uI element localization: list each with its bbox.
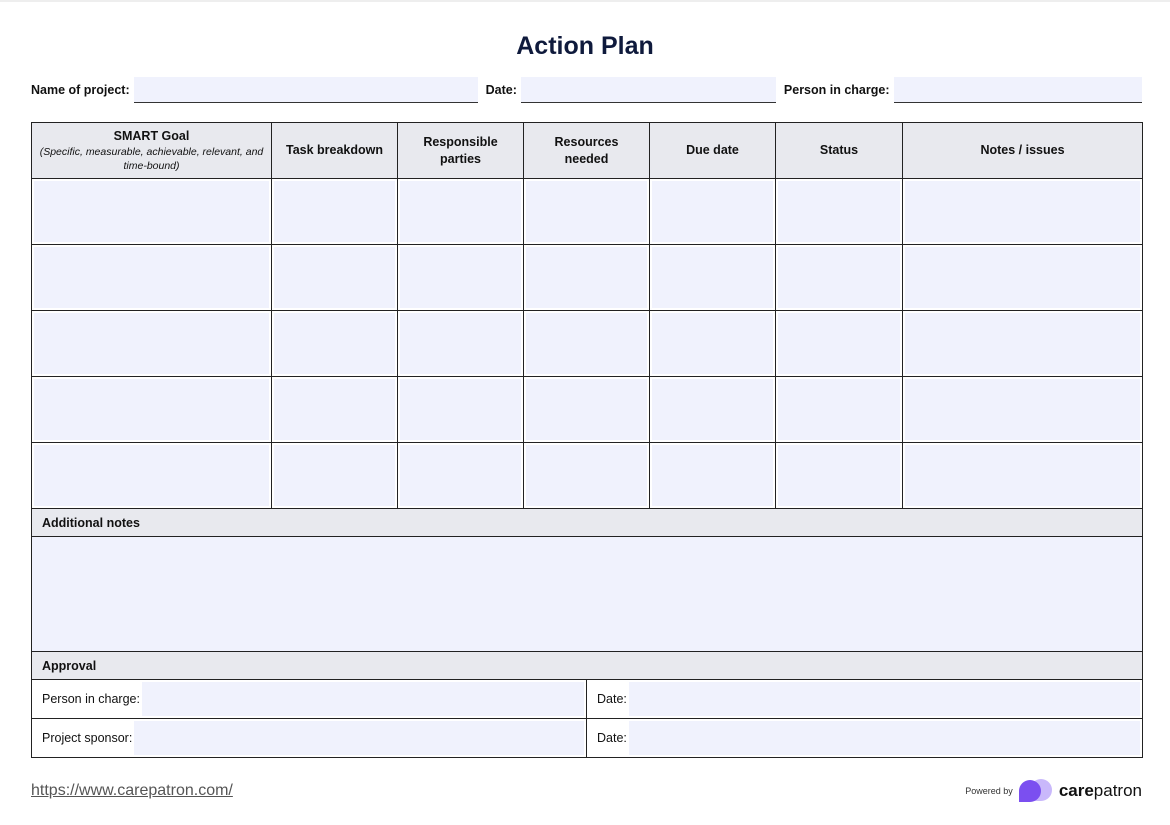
- top-divider: [0, 0, 1170, 2]
- table-cell[interactable]: [523, 376, 650, 443]
- carepatron-link[interactable]: https://www.carepatron.com/: [31, 782, 233, 799]
- table-cell[interactable]: [523, 244, 650, 311]
- brand-name: carepatron: [1058, 781, 1142, 800]
- table-cell[interactable]: [397, 244, 524, 311]
- column-header-label: Due date: [686, 143, 739, 157]
- table-row: [31, 442, 1143, 509]
- person-in-charge-label: Person in charge:: [783, 83, 890, 97]
- approval-person-field[interactable]: [141, 682, 584, 716]
- table-cell[interactable]: [649, 442, 776, 509]
- sponsor-date-field[interactable]: [628, 721, 1140, 755]
- table-cell[interactable]: [775, 310, 903, 377]
- column-header: Responsible parties: [397, 122, 524, 179]
- column-header: Due date: [649, 122, 776, 179]
- table-cell[interactable]: [775, 442, 903, 509]
- table-cell[interactable]: [31, 376, 272, 443]
- table-cell[interactable]: [775, 178, 903, 245]
- table-cell[interactable]: [775, 376, 903, 443]
- column-header-label: Status: [819, 143, 859, 157]
- powered-by-carepatron: Powered by carepatron: [965, 779, 1142, 803]
- table-cell[interactable]: [902, 442, 1143, 509]
- date-field[interactable]: [520, 77, 776, 103]
- table-cell[interactable]: [649, 376, 776, 443]
- action-plan-table: SMART Goal (Specific, measurable, achieva…: [31, 122, 1143, 653]
- table-cell[interactable]: [523, 310, 650, 377]
- project-name-field[interactable]: [133, 77, 478, 103]
- table-cell[interactable]: [902, 178, 1143, 245]
- sponsor-date-label: Date:: [597, 731, 627, 745]
- approval-person-date-label: Date:: [597, 692, 627, 706]
- table-row: [31, 310, 1143, 377]
- approval-header: Approval: [31, 651, 1143, 680]
- date-label: Date:: [485, 83, 517, 97]
- carepatron-logo-icon: [1018, 779, 1053, 803]
- table-cell[interactable]: [523, 178, 650, 245]
- smart-goal-subtitle: (Specific, measurable, achievable, relev…: [39, 146, 264, 172]
- project-sponsor-label: Project sponsor:: [42, 731, 133, 745]
- table-cell[interactable]: [902, 376, 1143, 443]
- table-cell[interactable]: [649, 178, 776, 245]
- table-cell[interactable]: [271, 376, 398, 443]
- table-cell[interactable]: [271, 244, 398, 311]
- table-cell[interactable]: [271, 310, 398, 377]
- column-header-label: Resources needed: [554, 134, 619, 166]
- table-cell[interactable]: [271, 442, 398, 509]
- table-row: [31, 244, 1143, 311]
- table-cell[interactable]: [397, 310, 524, 377]
- table-cell[interactable]: [523, 442, 650, 509]
- powered-by-text: Powered by: [965, 786, 1013, 796]
- table-cell[interactable]: [902, 244, 1143, 311]
- project-meta: Name of project: Date: Person in charge:: [31, 77, 1142, 103]
- column-header: SMART Goal (Specific, measurable, achieva…: [31, 122, 272, 179]
- additional-notes-field[interactable]: [31, 536, 1143, 653]
- table-cell[interactable]: [649, 244, 776, 311]
- table-cell[interactable]: [397, 442, 524, 509]
- table-cell[interactable]: [397, 376, 524, 443]
- column-header: Status: [775, 122, 903, 179]
- column-header-label: Task breakdown: [285, 143, 384, 157]
- additional-notes-header: Additional notes: [31, 508, 1143, 537]
- table-cell[interactable]: [31, 178, 272, 245]
- column-header-label: Notes / issues: [980, 143, 1065, 157]
- approval-table: Approval Person in charge: Date: Project…: [31, 651, 1143, 758]
- column-header-label: Responsible parties: [423, 134, 498, 166]
- approval-person-date-field[interactable]: [628, 682, 1140, 716]
- table-cell[interactable]: [31, 244, 272, 311]
- column-header: Notes / issues: [902, 122, 1143, 179]
- project-name-label: Name of project:: [31, 83, 130, 97]
- table-cell[interactable]: [31, 442, 272, 509]
- column-header: Resources needed: [523, 122, 650, 179]
- table-cell[interactable]: [271, 178, 398, 245]
- table-row: [31, 178, 1143, 245]
- table-cell[interactable]: [397, 178, 524, 245]
- page-title: Action Plan: [516, 32, 654, 60]
- table-cell[interactable]: [902, 310, 1143, 377]
- person-in-charge-field[interactable]: [893, 77, 1142, 103]
- table-row: [31, 376, 1143, 443]
- approval-person-label: Person in charge:: [42, 692, 140, 706]
- column-header-label: SMART Goal: [113, 129, 190, 143]
- table-cell[interactable]: [775, 244, 903, 311]
- project-sponsor-field[interactable]: [134, 721, 584, 755]
- column-header: Task breakdown: [271, 122, 398, 179]
- table-cell[interactable]: [31, 310, 272, 377]
- table-cell[interactable]: [649, 310, 776, 377]
